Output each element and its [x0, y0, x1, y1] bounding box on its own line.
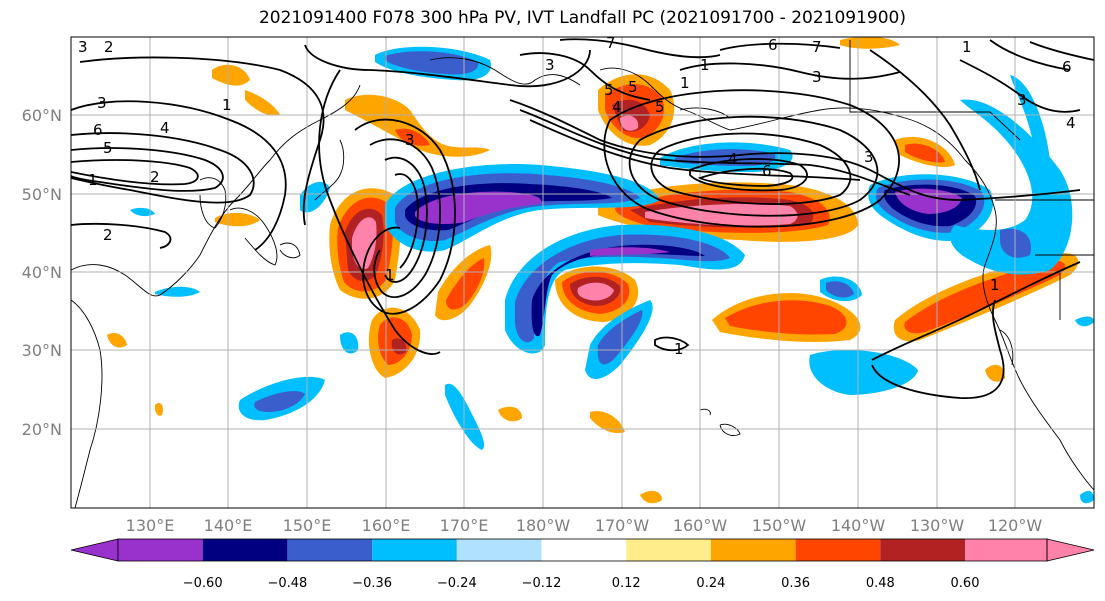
- colorbar-tick-label: −0.60: [183, 576, 223, 591]
- political-borders: [849, 40, 1094, 320]
- colorbar-outline: [117, 538, 1048, 562]
- colorbar-tick-label: 0.48: [866, 576, 895, 591]
- ivt-contours: [71, 38, 1094, 399]
- colorbar-swatch: [626, 539, 711, 561]
- longitude-labels: 130°E 140°E 150°E 160°E 170°E 180°W 170°…: [126, 516, 1043, 535]
- contour-label: 3: [78, 38, 88, 56]
- lon-label: 160°W: [673, 516, 728, 535]
- colorbar-tick-label: 0.36: [781, 576, 810, 591]
- lon-label: 160°E: [362, 516, 411, 535]
- colorbar-swatch: [287, 539, 373, 561]
- contour-label: 1: [680, 74, 690, 92]
- colorbar: −0.60 −0.48 −0.36 −0.24 −0.12 0.12 0.24 …: [70, 538, 1095, 591]
- contour-label: 6: [768, 36, 778, 54]
- lat-label: 60°N: [22, 106, 62, 125]
- map-title: 2021091400 F078 300 hPa PV, IVT Landfall…: [258, 8, 906, 28]
- colorbar-swatch: [202, 539, 288, 561]
- lat-label: 50°N: [22, 185, 62, 204]
- gridlines: [71, 37, 1094, 508]
- contour-label: 5: [655, 98, 665, 116]
- contour-label: 3: [97, 94, 107, 112]
- contour-label: 1: [88, 171, 98, 189]
- contour-label: 6: [1062, 58, 1072, 76]
- lon-label: 130°W: [910, 516, 965, 535]
- lon-label: 180°W: [516, 516, 571, 535]
- lon-label: 170°E: [440, 516, 489, 535]
- colorbar-tick-label: 0.24: [696, 576, 725, 591]
- colorbar-swatch: [795, 539, 881, 561]
- plot-frame: [70, 36, 1095, 509]
- contour-label: 1: [385, 266, 395, 284]
- contour-label: 1: [962, 38, 972, 56]
- colorbar-swatch: [880, 539, 965, 561]
- contour-label: 4: [1066, 114, 1076, 132]
- lat-label: 20°N: [22, 420, 62, 439]
- colorbar-swatch: [710, 539, 796, 561]
- lon-label: 150°W: [752, 516, 807, 535]
- lon-label: 140°E: [204, 516, 253, 535]
- contour-label: 1: [222, 96, 232, 114]
- colorbar-swatch: [372, 539, 457, 561]
- colorbar-swatch: [456, 539, 542, 561]
- colorbar-swatch: [118, 539, 203, 561]
- contour-label: 3: [812, 68, 822, 86]
- contour-label: 2: [103, 226, 113, 244]
- colorbar-tick-label: −0.36: [352, 576, 392, 591]
- contour-label: 6: [93, 121, 103, 139]
- contour-label: 6: [762, 162, 772, 180]
- lon-label: 120°W: [988, 516, 1043, 535]
- contour-label: 7: [606, 34, 616, 52]
- contour-label: 3: [405, 131, 415, 149]
- contour-label: 3: [1017, 91, 1027, 109]
- lat-label: 40°N: [22, 263, 62, 282]
- colorbar-extend-max: [1046, 538, 1095, 562]
- contour-label: 3: [545, 56, 555, 74]
- contour-labels: 3 2 3 1 6 4 5 1 2 2 1 3 6 7 6 4 3 1 7 3 …: [78, 34, 1076, 358]
- contour-label: 5: [103, 139, 113, 157]
- contour-label: 4: [612, 98, 622, 116]
- lon-label: 170°W: [595, 516, 650, 535]
- contour-label: 7: [812, 38, 822, 56]
- lon-label: 130°E: [126, 516, 175, 535]
- lon-label: 150°E: [283, 516, 332, 535]
- colorbar-tick-label: 0.12: [612, 576, 641, 591]
- colorbar-tick-label: −0.48: [267, 576, 307, 591]
- contour-label: 1: [674, 340, 684, 358]
- contour-label: 4: [160, 119, 170, 137]
- colorbar-swatch: [965, 539, 1047, 561]
- colorbar-tick-label: −0.12: [522, 576, 562, 591]
- contour-label: 2: [104, 38, 114, 56]
- colorbar-extend-min: [70, 538, 119, 562]
- contour-label: 3: [864, 148, 874, 166]
- contour-label: 1: [700, 56, 710, 74]
- colorbar-tick-label: 0.60: [951, 576, 980, 591]
- contour-label: 5: [628, 78, 638, 96]
- lon-label: 140°W: [831, 516, 886, 535]
- colorbar-tick-label: −0.24: [437, 576, 477, 591]
- contour-label: 4: [728, 150, 738, 168]
- colorbar-swatch: [541, 539, 627, 561]
- contour-label: 5: [604, 81, 614, 99]
- contour-label: 1: [990, 276, 1000, 294]
- lat-label: 30°N: [22, 341, 62, 360]
- latitude-labels: 20°N 30°N 40°N 50°N 60°N: [22, 106, 62, 439]
- contour-label: 2: [150, 168, 160, 186]
